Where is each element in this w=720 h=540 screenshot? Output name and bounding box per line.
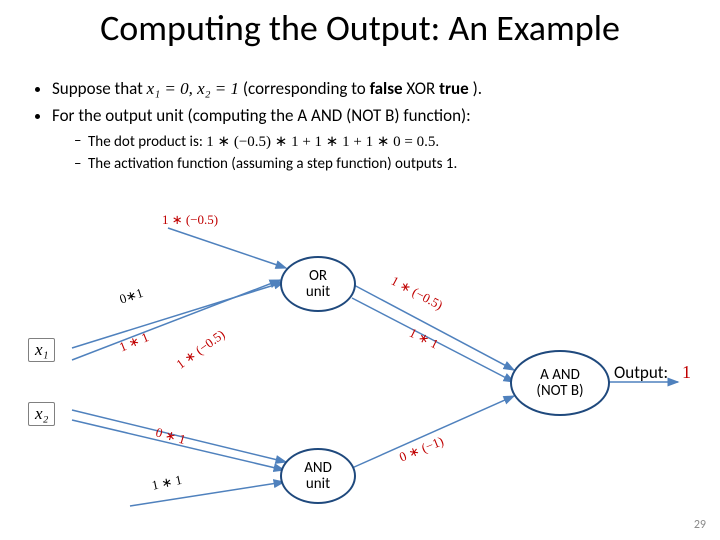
input-x1: x₁ [28, 338, 55, 362]
b1-pre: Suppose that [52, 78, 147, 99]
edges-svg [0, 210, 720, 540]
output-node: A AND(NOT B) [510, 350, 610, 416]
network-diagram: x₁ x₂ ORunit ANDunit A AND(NOT B) Output… [0, 210, 720, 540]
page-number: 29 [694, 518, 706, 532]
b1-true: true [439, 78, 469, 99]
bullet-1: Suppose that x₁ = 0, x₂ = 1 (correspondi… [52, 78, 690, 99]
slide-title: Computing the Output: An Example [0, 6, 720, 50]
b1-false: false [370, 78, 403, 99]
input-x2: x₂ [28, 402, 55, 426]
output-label: Output: [614, 362, 668, 383]
sub1-pre: The dot product is: [88, 133, 206, 151]
or-unit-node: ORunit [280, 256, 356, 312]
b1-xor: XOR [406, 78, 439, 99]
and-unit-node: ANDunit [280, 448, 356, 504]
bullet-2: For the output unit (computing the A AND… [52, 105, 690, 126]
subbullet-2: The activation function (assuming a step… [74, 155, 690, 173]
sub1-expr: 1 ∗ (−0.5) ∗ 1 + 1 ∗ 1 + 1 ∗ 0 = 0.5. [206, 134, 439, 150]
edge-label: 1 ∗ (−0.5) [162, 212, 218, 228]
output-value: 1 [682, 362, 691, 383]
b1-end: ). [473, 78, 482, 99]
b1-eq: x₁ = 0, x₂ = 1 [147, 79, 239, 98]
bullet-list: Suppose that x₁ = 0, x₂ = 1 (correspondi… [30, 78, 690, 177]
subbullet-1: The dot product is: 1 ∗ (−0.5) ∗ 1 + 1 ∗… [74, 132, 690, 151]
b1-mid: (corresponding to [243, 78, 370, 99]
